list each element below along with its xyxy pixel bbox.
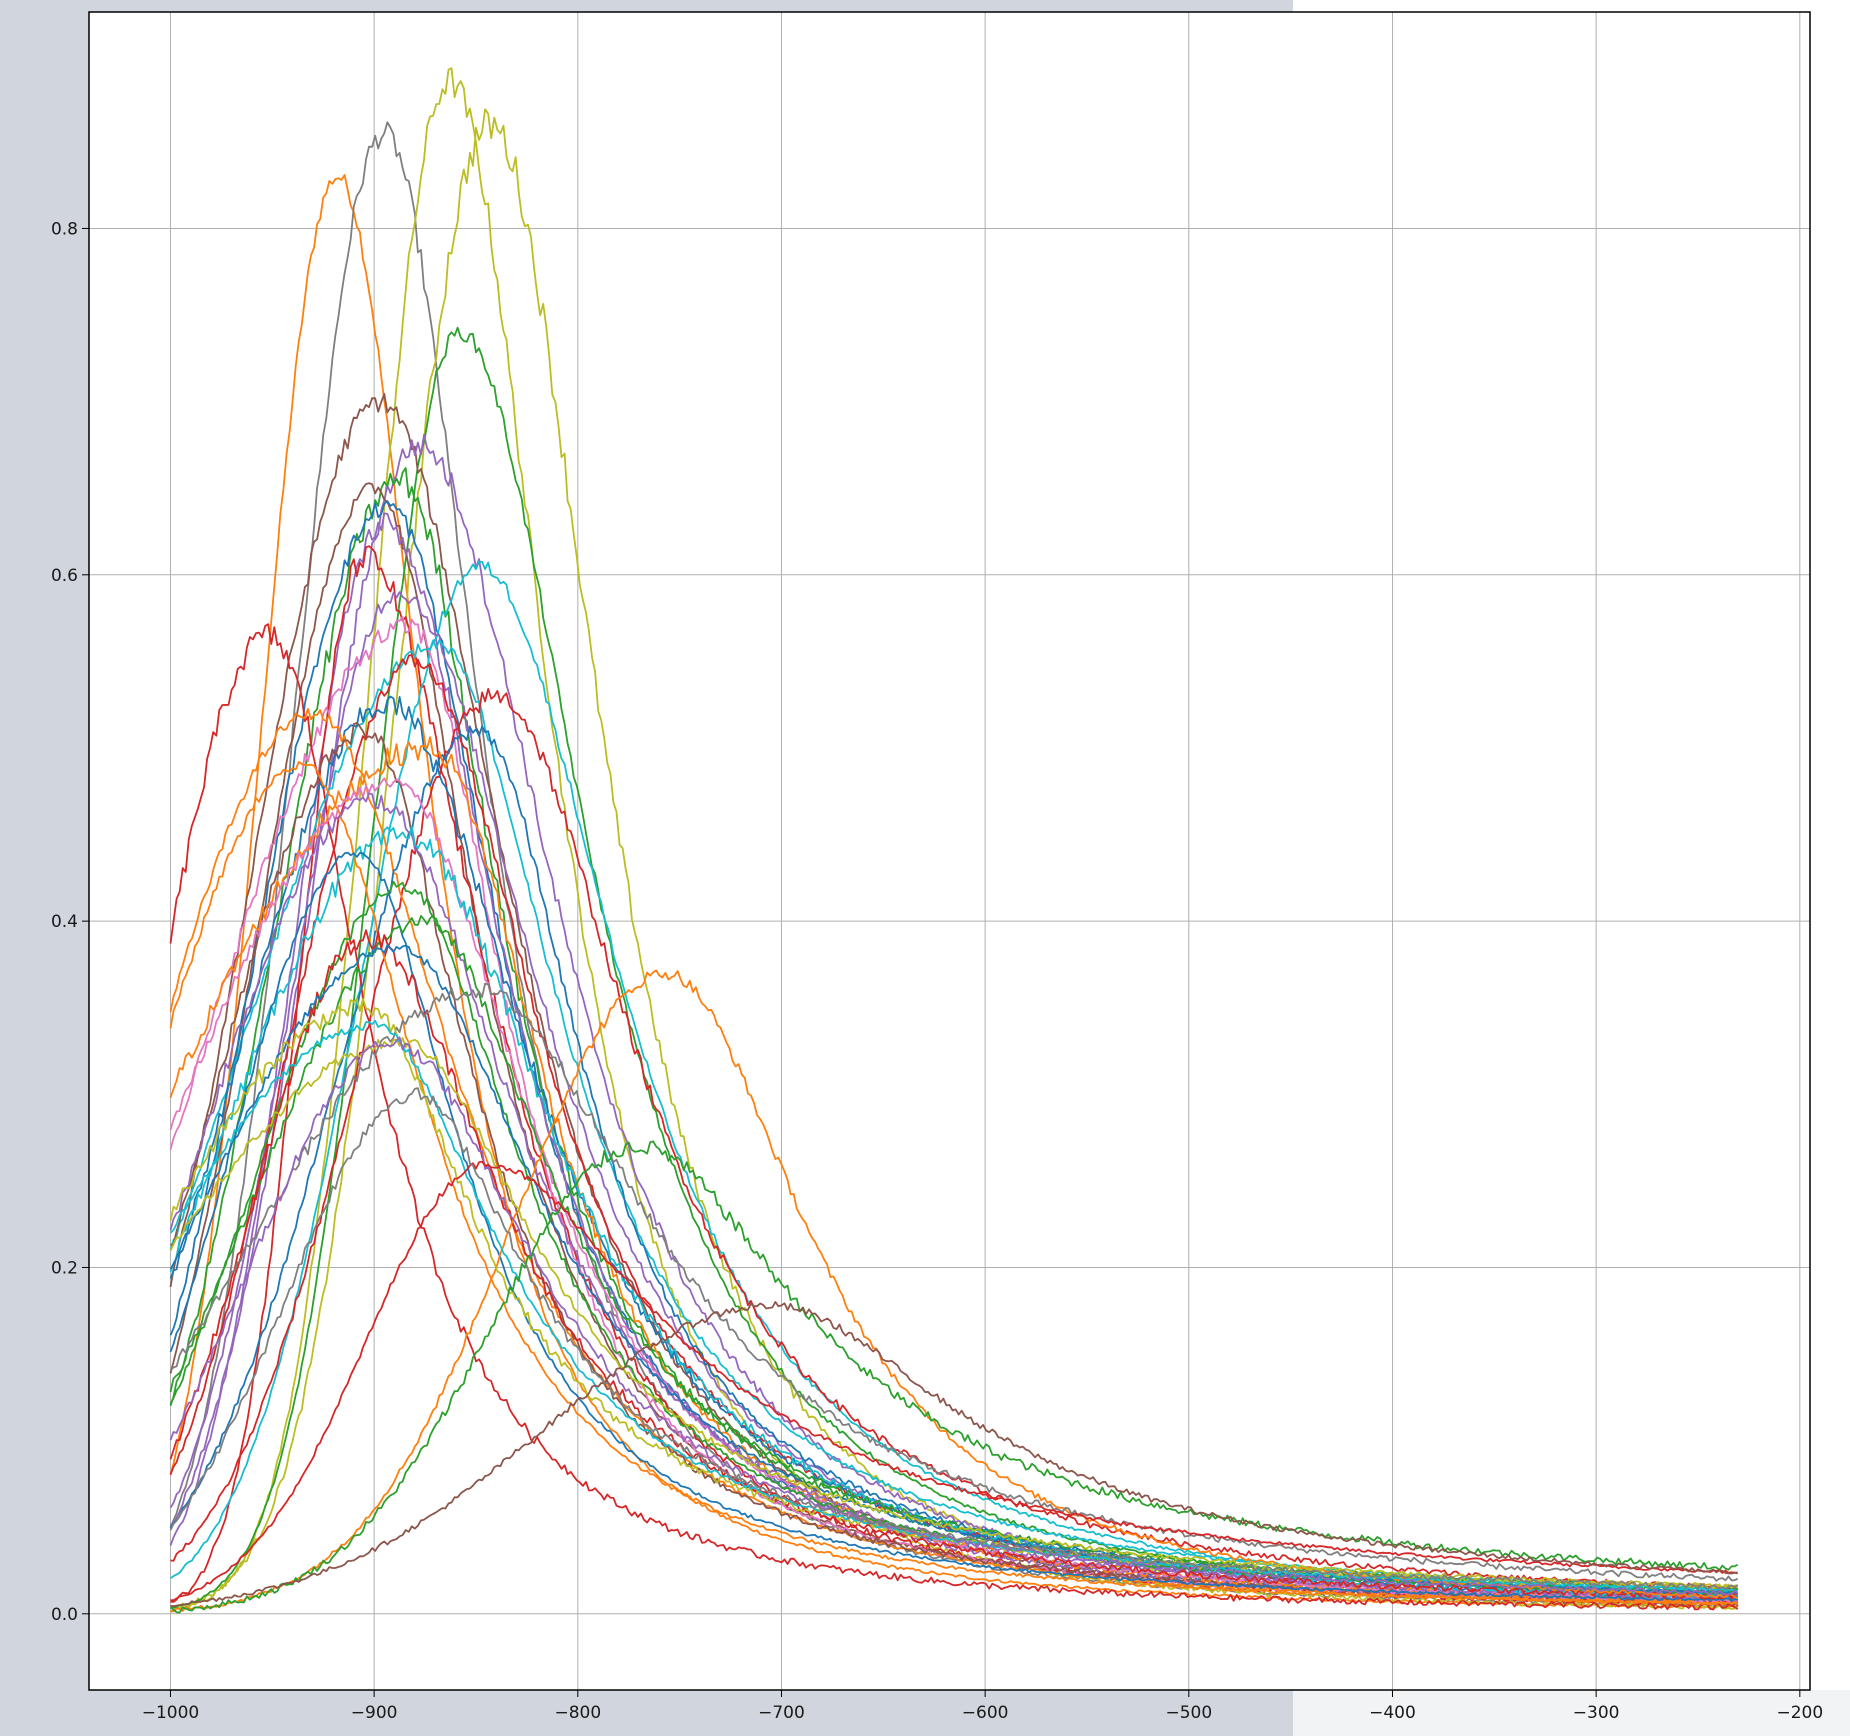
plot-area xyxy=(89,12,1810,1690)
series-layer xyxy=(169,67,1739,1614)
grid-lines xyxy=(89,12,1810,1690)
series-line xyxy=(169,1036,1738,1589)
background-right-bottom-strip xyxy=(1293,1690,1850,1736)
series-line xyxy=(169,851,1738,1602)
x-tick-label: −200 xyxy=(1776,1703,1823,1723)
x-tick-label: −600 xyxy=(962,1703,1009,1723)
series-line xyxy=(169,121,1739,1608)
series-line xyxy=(169,929,1738,1600)
x-tick-label: −1000 xyxy=(142,1703,200,1723)
series-line xyxy=(169,761,1739,1606)
series-line xyxy=(170,1301,1738,1608)
series-line xyxy=(169,825,1738,1601)
series-line xyxy=(169,982,1739,1582)
series-line xyxy=(170,1160,1738,1602)
series-line xyxy=(169,1140,1739,1614)
x-tick-label: −900 xyxy=(351,1703,398,1723)
series-line xyxy=(170,688,1739,1591)
x-tick-label: −800 xyxy=(554,1703,601,1723)
x-tick-label: −500 xyxy=(1165,1703,1212,1723)
series-line xyxy=(169,777,1738,1603)
series-line xyxy=(170,969,1739,1613)
x-tick-label: −700 xyxy=(758,1703,805,1723)
y-tick-label: 0.6 xyxy=(51,566,78,586)
plot-frame xyxy=(88,11,1811,1691)
series-line xyxy=(169,1087,1739,1590)
y-tick-label: 0.0 xyxy=(51,1605,78,1625)
y-tick-label: 0.4 xyxy=(51,912,78,932)
y-tick-label: 0.2 xyxy=(51,1258,78,1278)
x-tick-label: −400 xyxy=(1369,1703,1416,1723)
series-line xyxy=(169,623,1739,1611)
y-tick-label: 0.8 xyxy=(51,219,78,239)
y-axis: 0.0 0.2 0.4 0.6 0.8 xyxy=(51,219,89,1625)
x-axis: −1000 −900 −800 −700 −600 −500 −400 −300 −200 xyxy=(142,1690,1823,1723)
x-tick-label: −300 xyxy=(1573,1703,1620,1723)
